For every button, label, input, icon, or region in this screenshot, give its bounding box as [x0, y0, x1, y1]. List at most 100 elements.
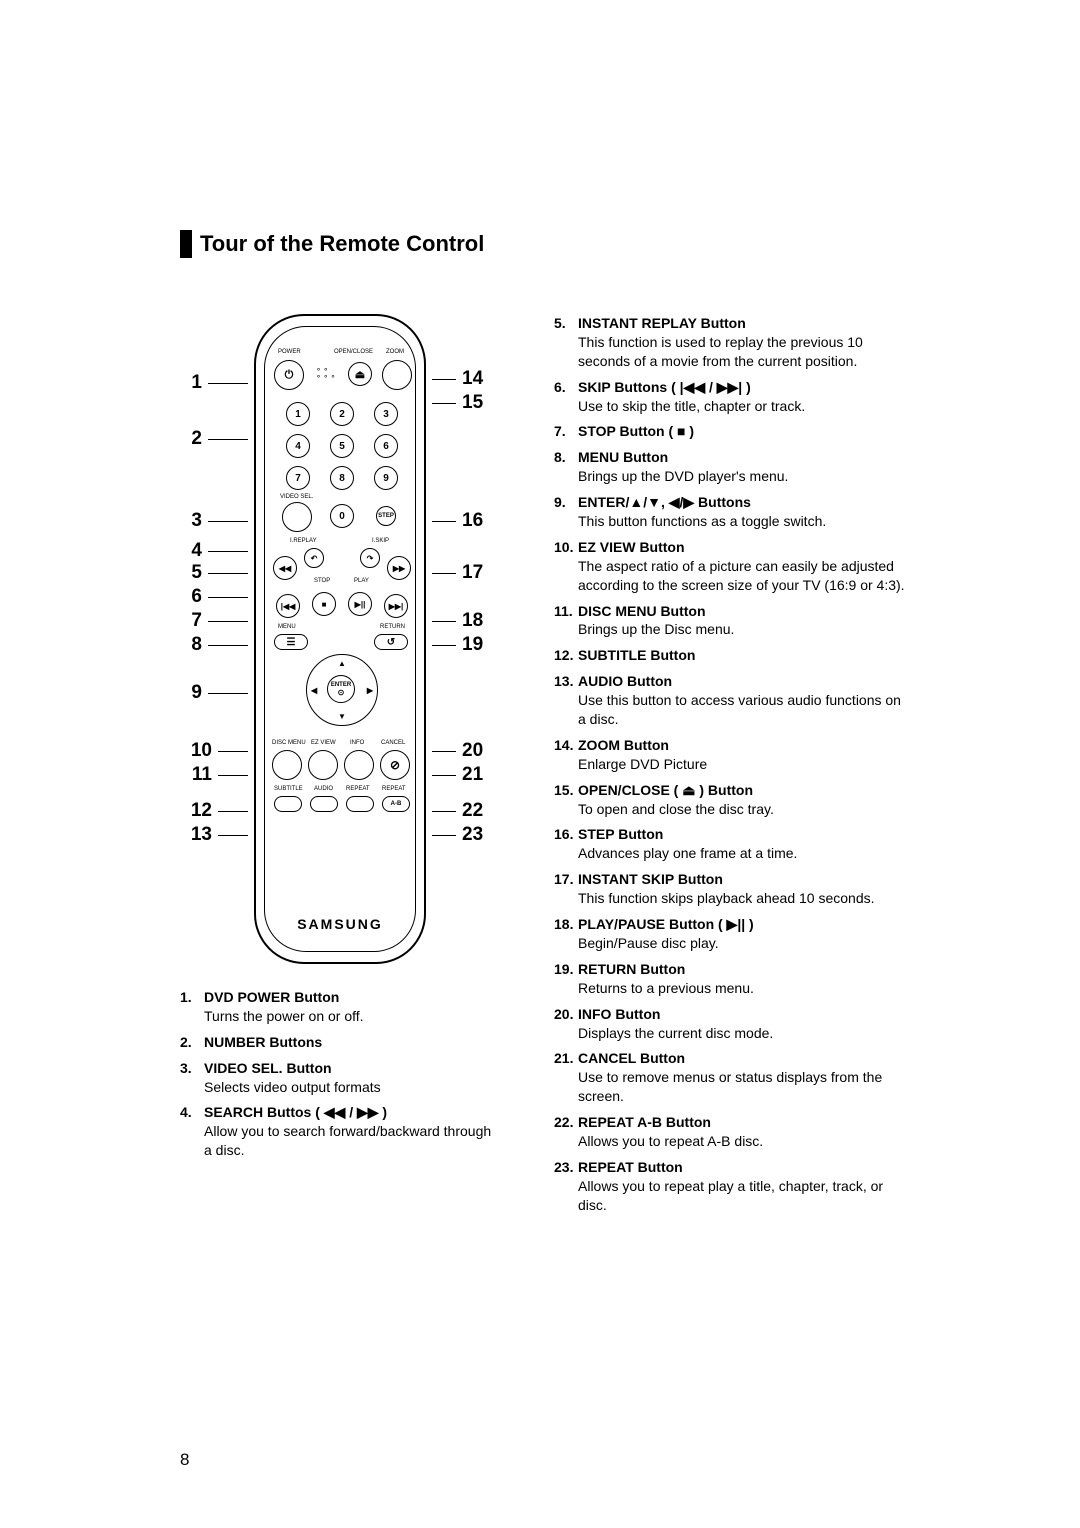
repeat-ab-button-icon: A-B [382, 796, 410, 812]
item-heading: 17.INSTANT SKIP Button [554, 870, 910, 889]
callout-left-6: 6 [180, 586, 248, 608]
item-heading: 7.STOP Button ( ■ ) [554, 422, 910, 441]
eject-button-icon: ⏏ [348, 362, 372, 386]
item-heading: 13.AUDIO Button [554, 672, 910, 691]
power-button-icon: ⏻ [274, 360, 304, 390]
stop-button-icon: ■ [312, 592, 336, 616]
item-description: Displays the current disc mode. [554, 1024, 910, 1043]
num-5-icon: 5 [330, 434, 354, 458]
section-heading: Tour of the Remote Control [180, 230, 910, 258]
callout-right-14: 14 [432, 368, 492, 390]
item-description: This button functions as a toggle switch… [554, 512, 910, 531]
callout-right-21: 21 [432, 764, 492, 786]
ireplay-label: I.REPLAY [290, 538, 317, 544]
list-item: 8.MENU ButtonBrings up the DVD player's … [554, 448, 910, 486]
item-description: Enlarge DVD Picture [554, 755, 910, 774]
fastforward-icon: ▶▶ [387, 556, 411, 580]
cancel-label: CANCEL [381, 740, 405, 746]
item-description: Allows you to repeat A-B disc. [554, 1132, 910, 1151]
item-description: Allows you to repeat play a title, chapt… [554, 1177, 910, 1215]
num-0-icon: 0 [330, 504, 354, 528]
info-label: INFO [350, 740, 364, 746]
remote-outline: POWER OPEN/CLOSE ZOOM ⏻ ∘ ∘∘ ∘ ∘ ⏏ 1 2 3… [254, 314, 426, 964]
brand-label: SAMSUNG [297, 916, 383, 932]
list-item: 5.INSTANT REPLAY ButtonThis function is … [554, 314, 910, 371]
enter-glyph-icon: ⊙ [338, 688, 345, 697]
right-item-list: 5.INSTANT REPLAY ButtonThis function is … [554, 314, 910, 1222]
repeat-button-icon [346, 796, 374, 812]
item-description: Use this button to access various audio … [554, 691, 910, 729]
num-1-icon: 1 [286, 402, 310, 426]
repeat-label: REPEAT [346, 786, 370, 792]
item-heading: 15.OPEN/CLOSE ( ⏏ ) Button [554, 781, 910, 800]
ireplay-button-icon: ↶ [304, 548, 324, 568]
item-heading: 21.CANCEL Button [554, 1049, 910, 1068]
list-item: 18.PLAY/PAUSE Button ( ▶|| )Begin/Pause … [554, 915, 910, 953]
callout-right-16: 16 [432, 510, 492, 532]
list-item: 12.SUBTITLE Button [554, 646, 910, 665]
item-heading: 5.INSTANT REPLAY Button [554, 314, 910, 333]
list-item: 19.RETURN ButtonReturns to a previous me… [554, 960, 910, 998]
item-heading: 14.ZOOM Button [554, 736, 910, 755]
list-item: 22.REPEAT A-B ButtonAllows you to repeat… [554, 1113, 910, 1151]
item-description: Brings up the Disc menu. [554, 620, 910, 639]
item-heading: 2.NUMBER Buttons [180, 1033, 500, 1052]
callout-right-23: 23 [432, 824, 492, 846]
return-button-icon: ↺ [374, 634, 408, 650]
item-description: Returns to a previous menu. [554, 979, 910, 998]
list-item: 21.CANCEL ButtonUse to remove menus or s… [554, 1049, 910, 1106]
callout-left-5: 5 [180, 562, 248, 584]
callout-left-8: 8 [180, 634, 248, 656]
main-content-row: POWER OPEN/CLOSE ZOOM ⏻ ∘ ∘∘ ∘ ∘ ⏏ 1 2 3… [180, 314, 910, 1222]
rewind-icon: ◀◀ [273, 556, 297, 580]
audio-button-icon [310, 796, 338, 812]
callout-left-1: 1 [180, 372, 248, 394]
dpad-icon: ▲ ▼ ◀ ▶ ENTER ⊙ [306, 654, 378, 726]
callout-left-9: 9 [180, 682, 248, 704]
item-heading: 3.VIDEO SEL. Button [180, 1059, 500, 1078]
list-item: 16.STEP ButtonAdvances play one frame at… [554, 825, 910, 863]
callout-left-10: 10 [180, 740, 248, 762]
page-number: 8 [180, 1450, 189, 1470]
menu-label: MENU [278, 624, 296, 630]
item-heading: 22.REPEAT A-B Button [554, 1113, 910, 1132]
item-heading: 6.SKIP Buttons ( |◀◀ / ▶▶| ) [554, 378, 910, 397]
list-item: 13.AUDIO ButtonUse this button to access… [554, 672, 910, 729]
ezview-button-icon [308, 750, 338, 780]
list-item: 9.ENTER/▲/▼, ◀/▶ ButtonsThis button func… [554, 493, 910, 531]
item-description: This function skips playback ahead 10 se… [554, 889, 910, 908]
item-heading: 1.DVD POWER Button [180, 988, 500, 1007]
item-heading: 16.STEP Button [554, 825, 910, 844]
list-item: 14.ZOOM ButtonEnlarge DVD Picture [554, 736, 910, 774]
item-heading: 12.SUBTITLE Button [554, 646, 910, 665]
callout-right-20: 20 [432, 740, 492, 762]
list-item: 2.NUMBER Buttons [180, 1033, 500, 1052]
callout-right-22: 22 [432, 800, 492, 822]
info-button-icon [344, 750, 374, 780]
menu-button-icon: ☰ [274, 634, 308, 650]
left-column: POWER OPEN/CLOSE ZOOM ⏻ ∘ ∘∘ ∘ ∘ ⏏ 1 2 3… [180, 314, 500, 1222]
remote-diagram: POWER OPEN/CLOSE ZOOM ⏻ ∘ ∘∘ ∘ ∘ ⏏ 1 2 3… [180, 314, 500, 974]
num-9-icon: 9 [374, 466, 398, 490]
item-description: Turns the power on or off. [180, 1007, 500, 1026]
list-item: 17.INSTANT SKIP ButtonThis function skip… [554, 870, 910, 908]
num-6-icon: 6 [374, 434, 398, 458]
iskip-label: I.SKIP [372, 538, 389, 544]
left-item-list: 1.DVD POWER ButtonTurns the power on or … [180, 988, 500, 1160]
list-item: 15.OPEN/CLOSE ( ⏏ ) ButtonTo open and cl… [554, 781, 910, 819]
list-item: 20.INFO ButtonDisplays the current disc … [554, 1005, 910, 1043]
item-heading: 20.INFO Button [554, 1005, 910, 1024]
callout-right-15: 15 [432, 392, 492, 414]
callout-left-12: 12 [180, 800, 248, 822]
power-label: POWER [278, 349, 301, 355]
num-2-icon: 2 [330, 402, 354, 426]
iskip-button-icon: ↷ [360, 548, 380, 568]
callout-left-2: 2 [180, 428, 248, 450]
item-description: The aspect ratio of a picture can easily… [554, 557, 910, 595]
cancel-button-icon: ⊘ [380, 750, 410, 780]
num-4-icon: 4 [286, 434, 310, 458]
item-description: Allow you to search forward/backward thr… [180, 1122, 500, 1160]
list-item: 7.STOP Button ( ■ ) [554, 422, 910, 441]
list-item: 4.SEARCH Buttos ( ◀◀ / ▶▶ )Allow you to … [180, 1103, 500, 1160]
item-heading: 9.ENTER/▲/▼, ◀/▶ Buttons [554, 493, 910, 512]
